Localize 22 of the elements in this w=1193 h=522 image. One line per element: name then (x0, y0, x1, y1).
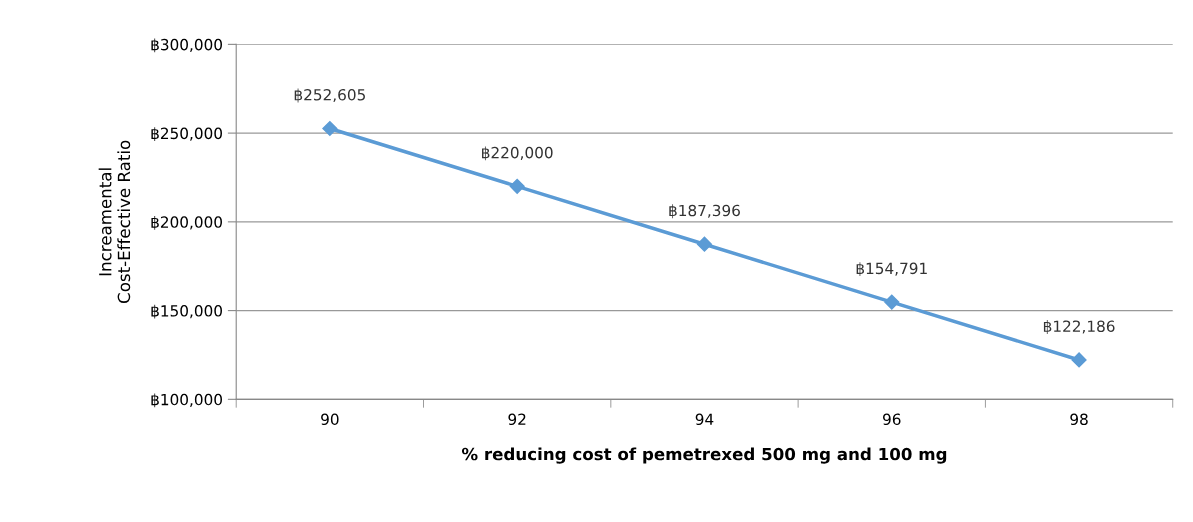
data-label: ฿187,396 (669, 204, 740, 219)
x-tick-label: 96 (883, 413, 901, 426)
y-tick-label: ฿100,000 (151, 393, 222, 408)
y-tick-label: ฿200,000 (151, 215, 222, 230)
point (509, 178, 525, 194)
x-tick-label: 90 (321, 413, 339, 426)
y-tick-label: ฿250,000 (151, 127, 222, 142)
point (322, 120, 338, 137)
x-axis-title: % reducing cost of pemetrexed 500 mg and 100 mg (461, 447, 947, 464)
point (884, 294, 900, 310)
x-tick-label: 98 (1070, 413, 1088, 426)
data-label: ฿220,000 (482, 146, 553, 161)
y-axis-title: Increamental Cost-Effective Ratio (98, 140, 131, 303)
point (696, 236, 713, 252)
data-label: ฿154,791 (856, 262, 927, 277)
x-tick-label: 92 (508, 413, 526, 426)
y-tick-label: ฿300,000 (151, 38, 222, 53)
point (1071, 352, 1087, 368)
x-tick-label: 94 (695, 413, 714, 426)
data-label: ฿122,186 (1043, 320, 1115, 334)
y-tick-label: ฿150,000 (151, 304, 222, 319)
data-label: ฿252,605 (294, 88, 365, 103)
